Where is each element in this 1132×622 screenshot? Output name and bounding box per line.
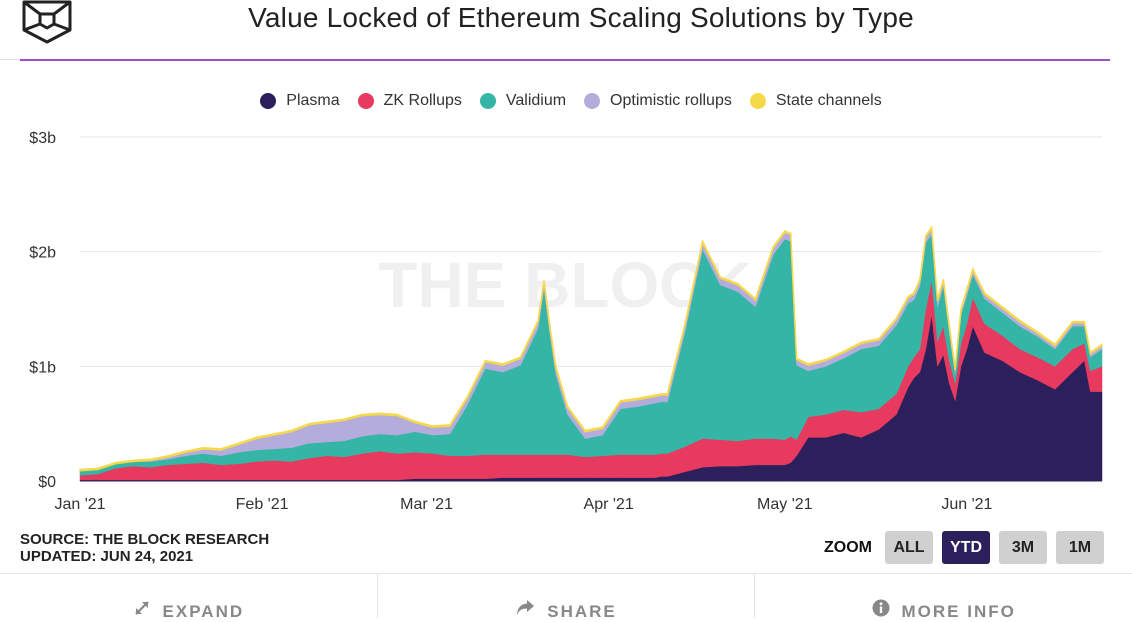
x-tick-label: Apr '21 bbox=[584, 496, 634, 513]
legend-dot-zk-rollups bbox=[357, 93, 374, 109]
expand-label: EXPAND bbox=[162, 602, 245, 621]
share-icon bbox=[515, 599, 535, 622]
legend-item-zk-rollups[interactable]: ZK Rollups bbox=[357, 92, 462, 110]
share-label: SHARE bbox=[547, 602, 617, 621]
y-tick-label: $1b bbox=[29, 359, 56, 376]
zoom-1m-button[interactable]: 1M bbox=[1056, 531, 1104, 564]
legend-dot-state-channels bbox=[749, 93, 766, 109]
y-tick-label: $2b bbox=[29, 245, 56, 262]
zoom-controls: ZOOM ALL YTD 3M 1M bbox=[824, 531, 1104, 564]
x-tick-label: Feb '21 bbox=[236, 496, 289, 513]
updated-label: UPDATED: JUN 24, 2021 bbox=[20, 548, 194, 565]
chart-legend: Plasma ZK Rollups Validium Optimistic ro… bbox=[0, 92, 1132, 110]
chart-title: Value Locked of Ethereum Scaling Solutio… bbox=[248, 2, 914, 33]
legend-label: Validium bbox=[505, 92, 567, 109]
x-tick-label: Jun '21 bbox=[941, 496, 992, 513]
action-bar: EXPAND SHARE MORE INFO bbox=[0, 574, 1132, 621]
stacked-area-chart[interactable]: THE BLOCK $0$1b$2b$3b Jan '21 Feb '21 Mar … bbox=[0, 120, 1132, 520]
zoom-all-button[interactable]: ALL bbox=[885, 531, 933, 564]
legend-label: State channels bbox=[775, 92, 882, 109]
header-divider-left bbox=[0, 59, 20, 60]
zoom-ytd-button[interactable]: YTD bbox=[942, 531, 990, 564]
legend-dot-validium bbox=[479, 93, 496, 109]
legend-dot-plasma bbox=[260, 93, 277, 109]
x-tick-label: Mar '21 bbox=[400, 496, 453, 513]
source-label: SOURCE: THE BLOCK RESEARCH bbox=[20, 531, 270, 548]
more-info-label: MORE INFO bbox=[901, 602, 1016, 621]
legend-item-state-channels[interactable]: State channels bbox=[749, 92, 882, 110]
legend-item-optimistic-rollups[interactable]: Optimistic rollups bbox=[584, 92, 732, 110]
legend-item-plasma[interactable]: Plasma bbox=[260, 92, 340, 110]
more-info-button[interactable]: MORE INFO bbox=[755, 574, 1132, 621]
the-block-logo-icon bbox=[22, 0, 72, 44]
area-state-channels[interactable] bbox=[79, 225, 1103, 472]
info-icon bbox=[872, 599, 890, 622]
legend-item-validium[interactable]: Validium bbox=[479, 92, 567, 110]
zoom-label: ZOOM bbox=[824, 538, 872, 556]
x-tick-label: May '21 bbox=[757, 496, 813, 513]
legend-label: ZK Rollups bbox=[383, 92, 462, 109]
source-info: SOURCE: THE BLOCK RESEARCH UPDATED: JUN … bbox=[20, 531, 269, 565]
x-tick-label: Jan '21 bbox=[54, 496, 105, 513]
legend-label: Plasma bbox=[286, 92, 340, 109]
legend-dot-optimistic-rollups bbox=[584, 93, 601, 109]
y-tick-label: $3b bbox=[29, 130, 56, 147]
footer-divider bbox=[0, 573, 1132, 574]
y-tick-label: $0 bbox=[38, 474, 56, 491]
zoom-3m-button[interactable]: 3M bbox=[999, 531, 1047, 564]
header-divider bbox=[20, 59, 1110, 61]
share-button[interactable]: SHARE bbox=[378, 574, 756, 621]
expand-button[interactable]: EXPAND bbox=[0, 574, 378, 621]
legend-label: Optimistic rollups bbox=[610, 92, 732, 109]
expand-icon bbox=[133, 599, 151, 622]
